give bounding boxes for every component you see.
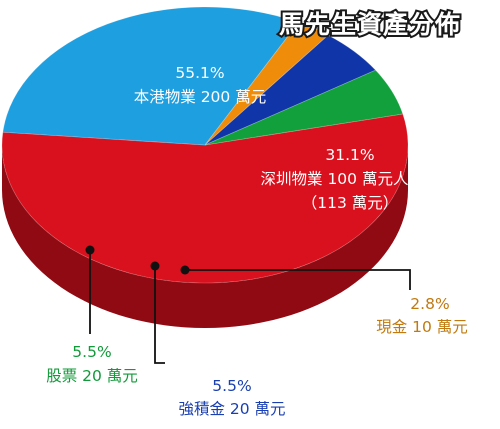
- slice-label: 本港物業 200 萬元: [134, 88, 266, 106]
- leader-dot: [150, 261, 160, 271]
- leader-lines: [85, 245, 411, 364]
- leader-line: [154, 266, 165, 364]
- slice-percent-label: 55.1%: [175, 64, 224, 82]
- slice-label: 現金 10 萬元: [376, 318, 468, 336]
- chart-title: 馬先生資產分佈: [279, 10, 461, 39]
- slice-label: 股票 20 萬元: [46, 367, 138, 385]
- slice-percent-label: 5.5%: [72, 343, 111, 361]
- pie-slice: [204, 69, 404, 146]
- pie-slice: [204, 34, 377, 146]
- slice-label: 強積金 20 萬元: [178, 400, 285, 418]
- slice-sublabel: （113 萬元）: [302, 194, 399, 212]
- leader-line: [185, 269, 411, 290]
- leader-dot: [180, 265, 190, 275]
- slice-percent-label: 2.8%: [410, 295, 449, 313]
- slice-percent-label: 31.1%: [325, 146, 374, 164]
- slice-label: 深圳物業 100 萬元人民幣: [261, 170, 440, 188]
- leader-dot: [85, 245, 95, 255]
- pie-slice: [1, 113, 409, 284]
- slice-percent-label: 5.5%: [212, 377, 251, 395]
- pie-slice-side: [2, 145, 408, 328]
- pie-tops: [1, 6, 409, 284]
- pie-sides: [2, 145, 408, 328]
- pie-slice: [2, 6, 300, 146]
- pie-slice: [204, 22, 329, 146]
